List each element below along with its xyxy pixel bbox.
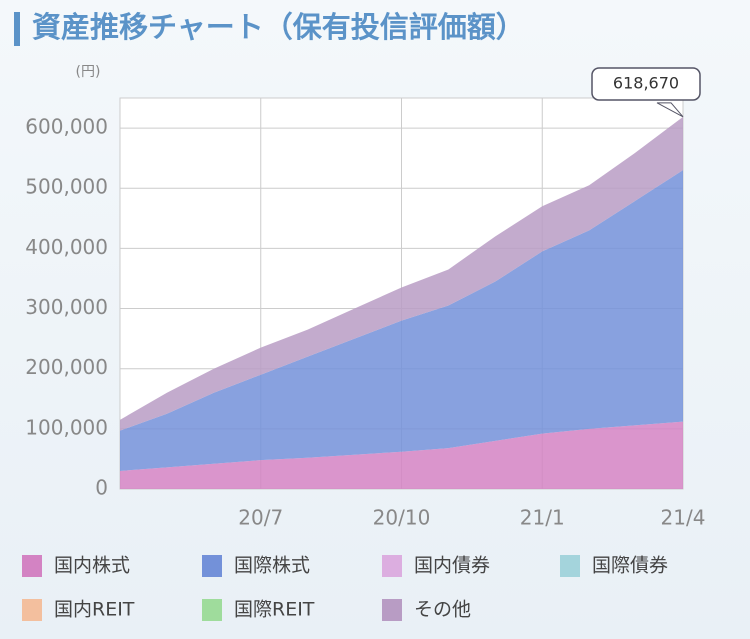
x-tick-label: 21/4: [661, 506, 706, 530]
y-tick-label: 200,000: [25, 355, 108, 379]
y-tick-label: 100,000: [25, 415, 108, 439]
legend-label: 国内債券: [414, 555, 490, 577]
area: [120, 116, 683, 431]
y-tick-label: 600,000: [25, 115, 108, 139]
legend-label: 国際債券: [592, 555, 668, 577]
callout: [591, 67, 701, 101]
legend-swatch: [382, 555, 402, 577]
legend-label: 国際REIT: [234, 599, 315, 621]
y-tick-label: 400,000: [25, 235, 108, 259]
callout-label: 618,670: [613, 74, 679, 93]
legend-swatch: [382, 599, 402, 621]
legend-label: 国内株式: [54, 555, 130, 577]
x-tick-label: 20/7: [238, 506, 283, 530]
callout-pointer: [656, 102, 684, 118]
legend-label: その他: [414, 599, 471, 621]
chart-title: 資産推移チャート（保有投信評価額）: [32, 10, 525, 44]
area: [120, 421, 683, 489]
x-tick-label: 20/10: [373, 506, 431, 530]
y-tick-label: 300,000: [25, 295, 108, 319]
legend-label: 国際株式: [234, 555, 310, 577]
legend-swatch: [202, 555, 222, 577]
legend-swatch: [202, 599, 222, 621]
area: [120, 170, 683, 471]
legend-swatch: [22, 599, 42, 621]
legend-swatch: [22, 555, 42, 577]
y-tick-label: 0: [95, 476, 108, 500]
legend-label: 国内REIT: [54, 599, 135, 621]
legend-swatch: [560, 555, 580, 577]
x-tick-label: 21/1: [520, 506, 565, 530]
title-bar: [14, 12, 20, 46]
y-unit: (円): [76, 64, 101, 80]
y-tick-label: 500,000: [25, 175, 108, 199]
